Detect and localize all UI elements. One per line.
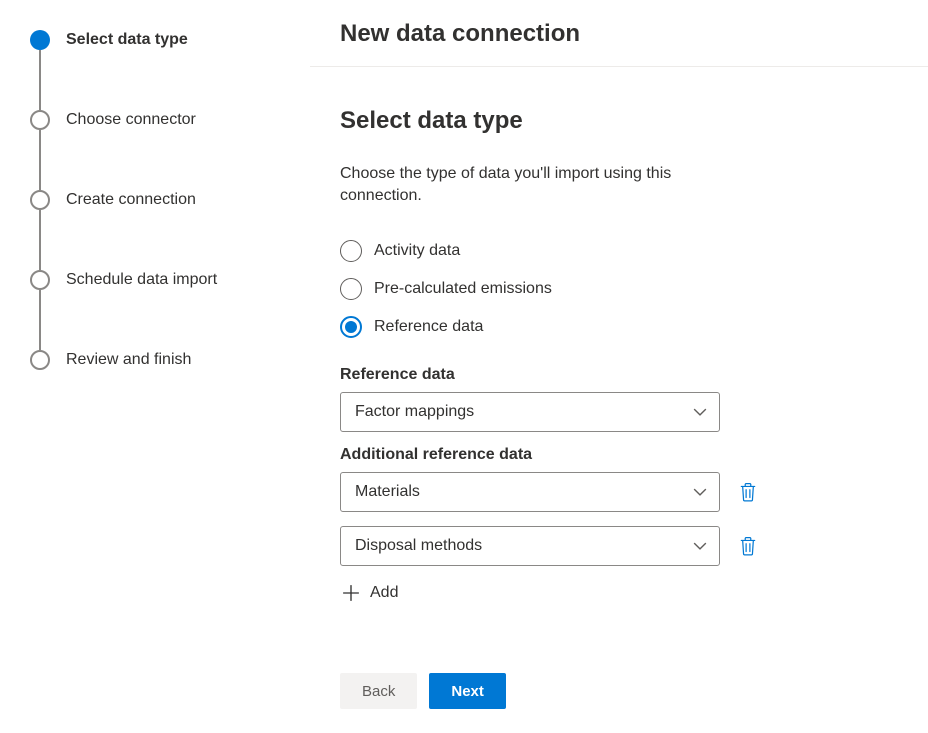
trash-icon bbox=[739, 482, 757, 502]
dropdown-value: Materials bbox=[355, 483, 420, 501]
next-button[interactable]: Next bbox=[429, 673, 506, 709]
step-marker-pending-icon bbox=[30, 350, 50, 370]
trash-icon bbox=[739, 536, 757, 556]
step-label: Select data type bbox=[66, 31, 188, 49]
section-title: Select data type bbox=[340, 107, 898, 135]
page-title: New data connection bbox=[310, 20, 928, 67]
step-marker-active-icon bbox=[30, 30, 50, 50]
add-label: Add bbox=[370, 584, 398, 602]
step-label: Review and finish bbox=[66, 351, 191, 369]
section-description: Choose the type of data you'll import us… bbox=[340, 163, 720, 208]
add-button[interactable]: Add bbox=[340, 580, 898, 606]
additional-reference-dropdown[interactable]: Materials bbox=[340, 472, 720, 512]
step-connector bbox=[39, 50, 41, 110]
main-panel: New data connection Select data type Cho… bbox=[310, 0, 928, 733]
step-schedule-data-import[interactable]: Schedule data import bbox=[30, 270, 310, 290]
step-label: Schedule data import bbox=[66, 271, 217, 289]
radio-icon bbox=[340, 240, 362, 262]
step-create-connection[interactable]: Create connection bbox=[30, 190, 310, 210]
radio-label: Pre-calculated emissions bbox=[374, 280, 552, 298]
radio-icon bbox=[340, 278, 362, 300]
wizard-footer: Back Next bbox=[310, 661, 928, 733]
radio-reference-data[interactable]: Reference data bbox=[340, 316, 898, 338]
plus-icon bbox=[342, 584, 360, 602]
step-connector bbox=[39, 210, 41, 270]
step-review-and-finish[interactable]: Review and finish bbox=[30, 350, 310, 370]
reference-data-label: Reference data bbox=[340, 366, 898, 384]
radio-selected-icon bbox=[340, 316, 362, 338]
back-button[interactable]: Back bbox=[340, 673, 417, 709]
step-connector bbox=[39, 130, 41, 190]
data-type-radio-group: Activity data Pre-calculated emissions R… bbox=[340, 240, 898, 338]
step-select-data-type[interactable]: Select data type bbox=[30, 30, 310, 50]
chevron-down-icon bbox=[693, 539, 707, 553]
dropdown-value: Factor mappings bbox=[355, 403, 474, 421]
additional-reference-dropdown[interactable]: Disposal methods bbox=[340, 526, 720, 566]
step-marker-pending-icon bbox=[30, 270, 50, 290]
step-marker-pending-icon bbox=[30, 110, 50, 130]
radio-label: Activity data bbox=[374, 242, 460, 260]
radio-pre-calculated-emissions[interactable]: Pre-calculated emissions bbox=[340, 278, 898, 300]
step-label: Choose connector bbox=[66, 111, 196, 129]
step-marker-pending-icon bbox=[30, 190, 50, 210]
delete-button[interactable] bbox=[738, 535, 758, 557]
radio-activity-data[interactable]: Activity data bbox=[340, 240, 898, 262]
reference-data-dropdown[interactable]: Factor mappings bbox=[340, 392, 720, 432]
step-label: Create connection bbox=[66, 191, 196, 209]
chevron-down-icon bbox=[693, 485, 707, 499]
radio-label: Reference data bbox=[374, 318, 483, 336]
additional-reference-data-label: Additional reference data bbox=[340, 446, 898, 464]
wizard-stepper: Select data type Choose connector Create… bbox=[0, 0, 310, 733]
delete-button[interactable] bbox=[738, 481, 758, 503]
chevron-down-icon bbox=[693, 405, 707, 419]
step-choose-connector[interactable]: Choose connector bbox=[30, 110, 310, 130]
step-connector bbox=[39, 290, 41, 350]
content-area: Select data type Choose the type of data… bbox=[310, 67, 928, 661]
dropdown-value: Disposal methods bbox=[355, 537, 482, 555]
